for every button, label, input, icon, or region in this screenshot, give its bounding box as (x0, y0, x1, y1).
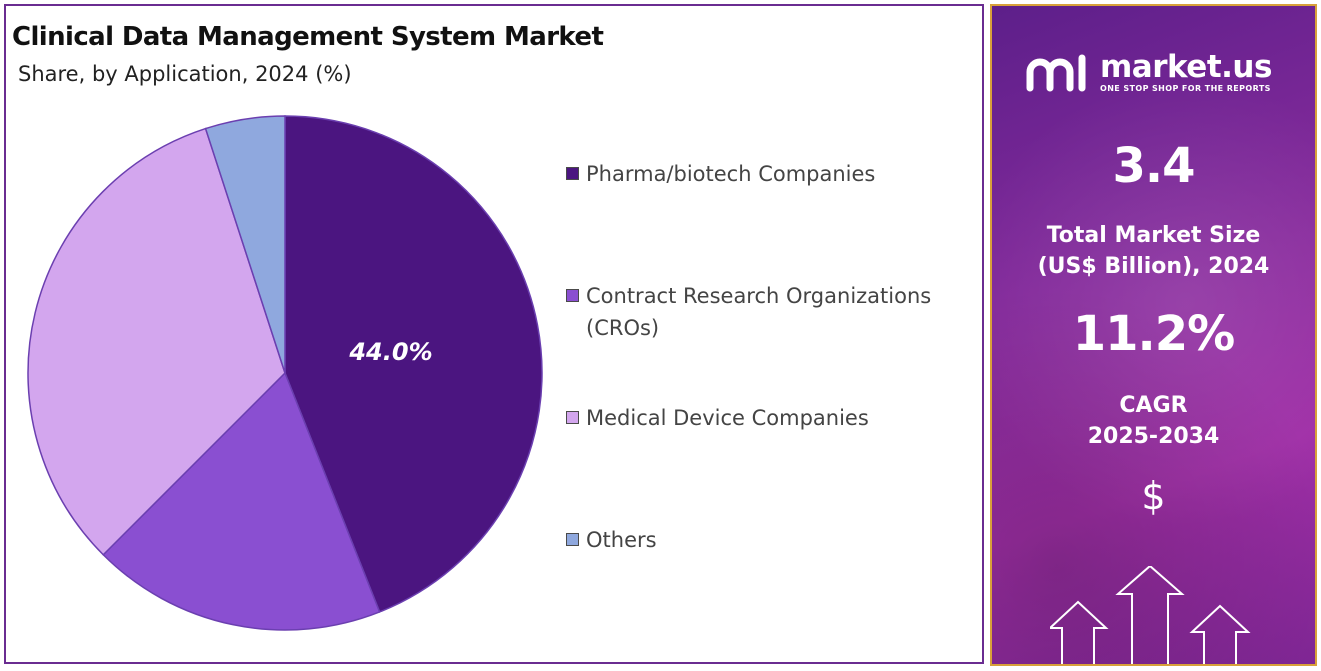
chart-title: Clinical Data Management System Market (12, 22, 604, 52)
cagr-label: CAGR 2025-2034 (992, 390, 1315, 452)
brand-tagline: ONE STOP SHOP FOR THE REPORTS (1100, 84, 1271, 93)
legend-item-cros: Contract Research Organizations (CROs) (566, 280, 971, 344)
pie-data-label-0: 44.0% (348, 338, 432, 366)
pie-slice-2 (27, 127, 286, 556)
pie-slice-0 (284, 115, 543, 613)
growth-arrows-icon (1050, 566, 1251, 664)
summary-panel: market.us ONE STOP SHOP FOR THE REPORTS … (990, 4, 1317, 666)
pie-chart: 44.0% (27, 115, 543, 631)
brand: market.us ONE STOP SHOP FOR THE REPORTS (1024, 48, 1272, 96)
legend-label: Pharma/biotech Companies (586, 162, 876, 186)
legend-label: Others (586, 528, 657, 552)
legend-swatch (566, 411, 579, 424)
pie-slice-3 (204, 115, 286, 374)
cagr-value: 11.2% (1072, 306, 1236, 362)
chart-panel: Clinical Data Management System Market S… (4, 4, 984, 664)
cagr-label-line2: 2025-2034 (1087, 424, 1220, 449)
legend-item-others: Others (566, 524, 971, 556)
legend-label: Medical Device Companies (586, 406, 869, 430)
market-size-value: 3.4 (1112, 138, 1195, 194)
legend-label: Contract Research Organizations (CROs) (586, 284, 932, 340)
dollar-icon: $ (1141, 474, 1166, 518)
chart-subtitle: Share, by Application, 2024 (%) (18, 62, 352, 86)
legend-swatch (566, 167, 579, 180)
legend-swatch (566, 289, 579, 302)
brand-name: market.us (1100, 49, 1272, 85)
legend-item-medical-device: Medical Device Companies (566, 402, 971, 434)
pie-slice-1 (102, 371, 381, 631)
market-us-logo-icon (1026, 54, 1086, 92)
legend-swatch (566, 533, 579, 546)
market-size-label-line1: Total Market Size (1046, 223, 1261, 248)
cagr-label-line1: CAGR (1119, 393, 1188, 418)
market-size-label: Total Market Size (US$ Billion), 2024 (992, 220, 1315, 282)
legend-item-pharma-biotech: Pharma/biotech Companies (566, 158, 971, 190)
market-size-label-line2: (US$ Billion), 2024 (1037, 254, 1270, 279)
